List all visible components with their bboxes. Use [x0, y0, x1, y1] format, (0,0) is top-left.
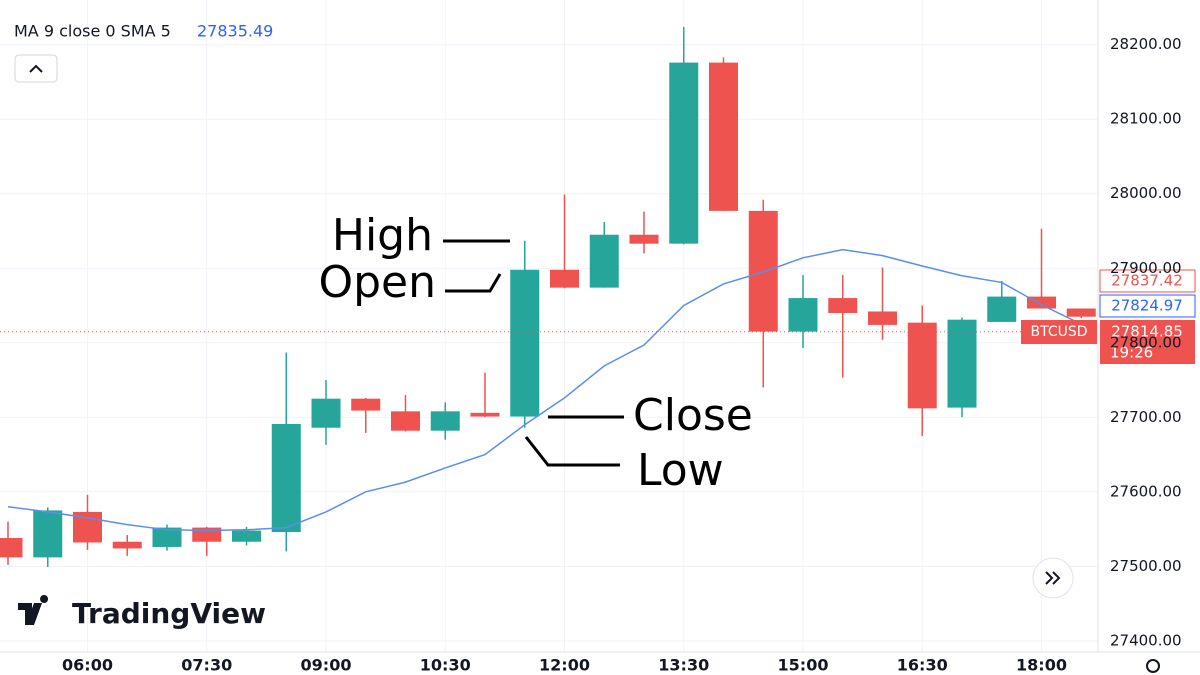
ma-line: [7, 248, 1082, 532]
candle-body: [430, 411, 460, 431]
symbol-tag: [1021, 320, 1097, 344]
candle-body: [987, 296, 1017, 322]
candle-body: [788, 298, 818, 332]
watermark: TradingView: [18, 595, 266, 630]
annotation: Close: [633, 390, 753, 441]
collapse-button[interactable]: [14, 54, 58, 83]
candle-body: [232, 530, 261, 542]
x-tick-label: 15:00: [778, 656, 829, 675]
scroll-icon: [1045, 571, 1061, 585]
countdown: 19:26: [1110, 344, 1153, 362]
ma-price: 27824.97: [1111, 297, 1183, 315]
watermark-text: TradingView: [72, 597, 266, 630]
x-tick-label: 06:00: [62, 656, 113, 675]
x-tick-label: 16:30: [897, 656, 948, 675]
candle-body: [868, 311, 897, 325]
annotation: Low: [637, 445, 724, 496]
x-tick-label: 13:30: [658, 656, 709, 675]
plot-area: [0, 26, 1098, 568]
candle-body: [152, 527, 182, 547]
current-price: 27814.85: [1111, 323, 1183, 341]
y-tick-label: 27800.00: [1110, 333, 1182, 351]
y-tick-label: 27500.00: [1110, 557, 1182, 575]
logo-icon: [18, 595, 49, 625]
x-tick-label: 10:30: [420, 656, 471, 675]
candle-body: [1066, 308, 1096, 317]
candle-body: [669, 62, 699, 244]
y-tick-label: 28200.00: [1110, 35, 1182, 53]
candle-body: [311, 398, 341, 428]
candle-body: [550, 269, 579, 288]
candle-body: [1027, 296, 1056, 309]
settings-icon[interactable]: [1146, 659, 1160, 673]
last-price-tag: [1099, 269, 1196, 293]
last-price: 27837.42: [1111, 272, 1183, 290]
candle-body: [391, 411, 420, 431]
x-tick-label: 18:00: [1016, 656, 1067, 675]
candle-body: [828, 298, 858, 313]
annotation: High: [332, 210, 433, 261]
y-tick-label: 27700.00: [1110, 408, 1182, 426]
candle-body: [271, 423, 301, 533]
y-tick-label: 28000.00: [1110, 184, 1182, 202]
price-tags: 27837.42 27824.97 BTCUSD 27814.85 19:26: [1021, 269, 1196, 364]
ma-price-tag: [1099, 294, 1196, 318]
candle-body: [351, 398, 381, 411]
candle-body: [470, 412, 500, 417]
x-tick-label: 12:00: [539, 656, 590, 675]
candle-body: [629, 234, 659, 244]
candle-body: [33, 510, 63, 558]
candle-body: [112, 541, 142, 549]
symbol: BTCUSD: [1030, 324, 1087, 340]
x-tick-label: 07:30: [181, 656, 232, 675]
candle-body: [589, 234, 619, 288]
candle-body: [947, 319, 977, 408]
indicator-value: 27835.49: [197, 22, 273, 41]
annotation-line: [445, 273, 502, 293]
current-price-tag: [1100, 320, 1195, 364]
annotations: High Open Close Low: [318, 210, 752, 496]
annotation: Open: [318, 257, 436, 308]
y-tick-label: 28100.00: [1110, 110, 1182, 128]
candle-body: [510, 269, 540, 417]
collapse-icon: [29, 64, 43, 73]
indicator-label: MA 9 close 0 SMA 5: [14, 22, 171, 41]
y-tick-label: 27900.00: [1110, 259, 1182, 277]
annotation-line: [524, 436, 620, 467]
candle-body: [709, 62, 738, 211]
y-tick-label: 27600.00: [1110, 482, 1182, 500]
x-tick-label: 09:00: [301, 656, 352, 675]
y-tick-label: 27400.00: [1110, 631, 1182, 649]
candle-body: [0, 538, 23, 558]
candle-body: [907, 322, 937, 409]
